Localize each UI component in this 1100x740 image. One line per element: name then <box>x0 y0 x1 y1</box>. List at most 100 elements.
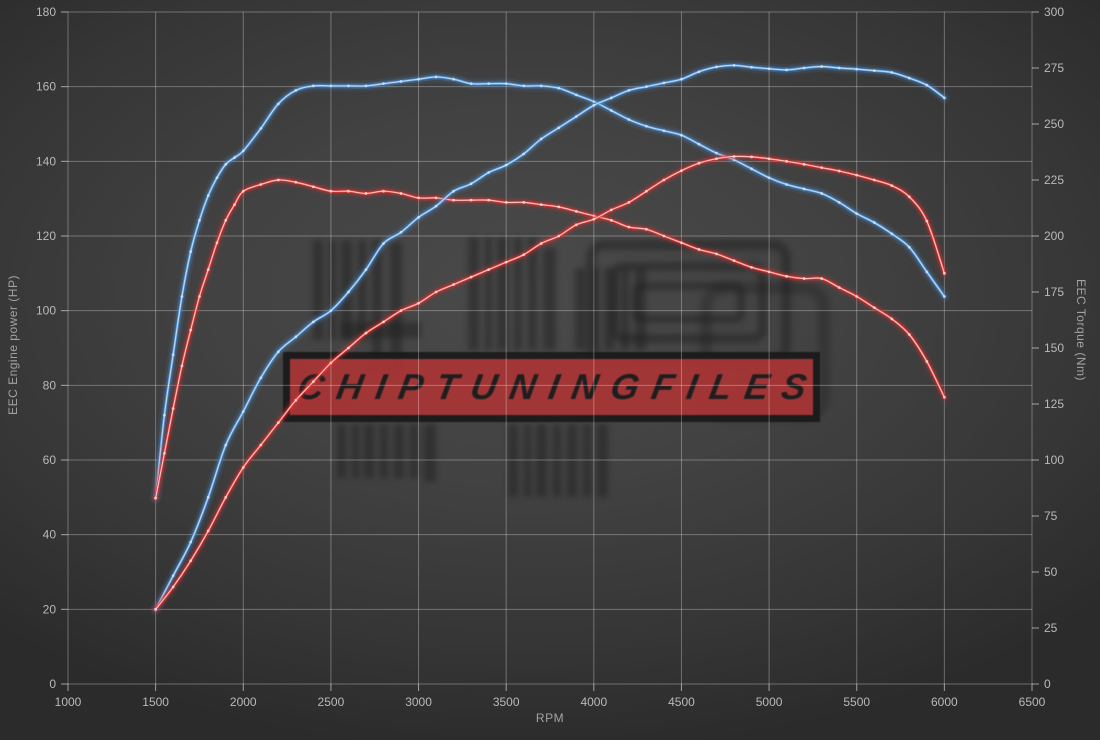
data-point-marker <box>364 331 368 335</box>
data-point-marker <box>259 127 263 130</box>
watermark-bar <box>329 240 336 340</box>
data-point-marker <box>259 183 263 186</box>
watermark-bar <box>364 424 374 478</box>
data-point-marker <box>276 102 280 106</box>
data-point-marker <box>785 159 789 163</box>
data-point-marker <box>522 84 526 88</box>
data-point-marker <box>907 245 911 249</box>
data-point-marker <box>942 295 946 298</box>
data-point-marker <box>662 81 666 85</box>
y-left-tick-label: 80 <box>43 378 57 392</box>
data-point-marker <box>872 178 876 182</box>
data-point-marker <box>855 67 859 71</box>
series-core-stock-power-hp <box>155 155 945 610</box>
data-point-marker <box>487 198 491 202</box>
data-point-marker <box>645 124 648 128</box>
data-point-marker <box>347 290 350 294</box>
data-point-marker <box>364 192 368 195</box>
data-point-marker <box>522 201 526 204</box>
data-point-marker <box>557 205 561 209</box>
watermark-bar <box>543 248 556 350</box>
data-point-marker <box>329 309 333 313</box>
data-point-marker <box>750 167 753 171</box>
watermark-bar <box>583 424 591 497</box>
data-point-marker <box>697 248 701 251</box>
data-point-marker <box>767 157 771 161</box>
data-point-marker <box>434 75 438 79</box>
watermark-bar <box>394 424 404 478</box>
data-point-marker <box>233 156 236 160</box>
data-point-marker <box>802 187 806 191</box>
data-point-marker <box>469 198 473 202</box>
series-line-stock-torque-nm <box>154 178 946 500</box>
watermark-bar <box>508 424 518 497</box>
data-point-marker <box>469 275 473 279</box>
data-point-marker <box>294 89 298 92</box>
data-point-marker <box>329 84 333 88</box>
data-point-marker <box>785 68 789 72</box>
y-right-tick-label: 125 <box>1044 397 1064 411</box>
data-point-marker <box>942 271 946 275</box>
watermark-bar <box>313 240 323 340</box>
data-point-marker <box>189 559 193 563</box>
data-point-marker <box>417 196 420 200</box>
data-point-marker <box>487 171 491 174</box>
data-point-marker <box>925 219 929 223</box>
data-point-marker <box>750 265 753 269</box>
watermark-bar <box>424 424 436 482</box>
watermark-bar <box>358 240 366 340</box>
data-point-marker <box>837 169 841 173</box>
data-point-marker <box>364 268 368 271</box>
axis-ticks <box>61 11 1039 691</box>
data-point-marker <box>557 126 561 130</box>
y-right-axis-title: EEC Torque (Nm) <box>1074 279 1088 381</box>
watermark-bar <box>567 424 577 497</box>
data-point-marker <box>890 232 894 236</box>
data-point-marker <box>180 295 184 298</box>
watermark-bar <box>380 424 388 478</box>
data-point-marker <box>767 67 771 71</box>
data-point-marker <box>680 169 683 173</box>
data-point-marker <box>890 317 894 321</box>
data-point-marker <box>189 250 193 254</box>
data-point-marker <box>750 65 753 69</box>
data-point-marker <box>241 149 245 153</box>
data-point-marker <box>627 89 631 92</box>
data-point-marker <box>802 66 806 70</box>
data-point-marker <box>382 242 385 245</box>
data-point-marker <box>198 218 201 222</box>
data-point-marker <box>504 163 508 167</box>
y-right-tick-label: 150 <box>1044 341 1064 355</box>
data-point-marker <box>171 353 175 357</box>
data-point-marker <box>574 209 578 213</box>
y-right-tick-label: 275 <box>1044 61 1064 75</box>
data-point-marker <box>469 82 473 86</box>
x-tick-label: 2500 <box>318 695 345 709</box>
data-point-marker <box>206 529 210 533</box>
data-point-marker <box>311 320 315 324</box>
watermark-logo-ring <box>632 282 745 323</box>
data-point-marker <box>645 227 648 231</box>
watermark-bar <box>597 424 608 497</box>
data-point-marker <box>276 421 280 425</box>
data-point-marker <box>224 218 228 222</box>
y-left-tick-label: 0 <box>49 677 56 691</box>
series-line-tuned-power-hp <box>150 59 950 615</box>
x-tick-label: 5500 <box>843 695 870 709</box>
y-left-tick-label: 60 <box>43 453 57 467</box>
data-point-marker <box>820 166 824 170</box>
data-point-marker <box>750 155 753 159</box>
data-point-marker <box>276 350 280 354</box>
x-tick-label: 1500 <box>142 695 169 709</box>
data-point-marker <box>452 198 455 202</box>
series-stock-power-hp <box>150 150 950 615</box>
data-point-marker <box>347 189 350 193</box>
data-point-marker <box>697 70 701 74</box>
data-point-marker <box>715 157 718 161</box>
y-right-tick-label: 175 <box>1044 285 1064 299</box>
data-point-marker <box>837 201 841 204</box>
data-point-marker <box>452 283 455 286</box>
data-point-marker <box>627 201 631 204</box>
data-point-marker <box>215 241 219 245</box>
